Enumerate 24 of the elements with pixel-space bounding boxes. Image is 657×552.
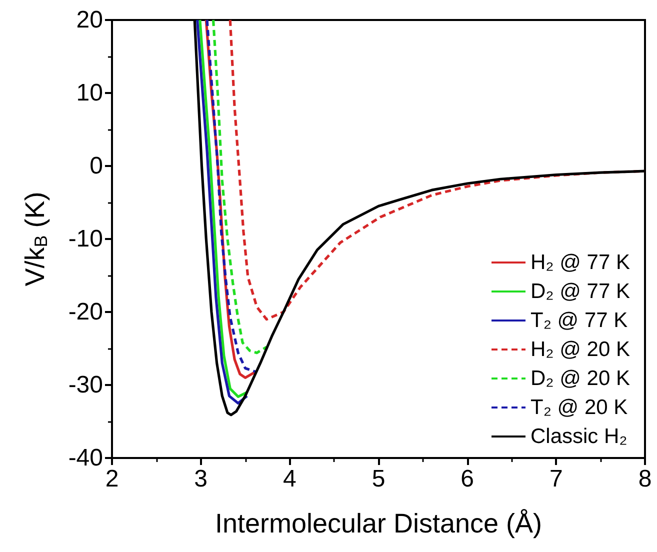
- y-axis-title: V/kB (K): [20, 192, 51, 286]
- x-tick-label: 2: [105, 466, 119, 492]
- y-tick-label: 0: [90, 152, 103, 180]
- legend-label: D₂ @ 20 K: [530, 367, 630, 390]
- x-axis-title: Intermolecular Distance (Å): [214, 508, 542, 538]
- x-tick-label: 7: [549, 466, 563, 492]
- x-tick-label: 6: [460, 466, 474, 492]
- y-tick-label: 10: [76, 80, 103, 106]
- x-tick-label: 4: [282, 466, 296, 492]
- x-tick-label: 3: [194, 466, 208, 492]
- legend-label: T₂ @ 77 K: [530, 309, 628, 332]
- line-series: [212, 18, 268, 354]
- x-tick-label: 5: [372, 466, 386, 492]
- y-tick-label: 20: [76, 6, 103, 34]
- y-tick-label: -40: [68, 444, 103, 472]
- legend-label: T₂ @ 20 K: [530, 396, 628, 419]
- legend-label: Classic H₂: [530, 425, 628, 448]
- y-tick-label: -10: [68, 226, 103, 252]
- legend-label: H₂ @ 77 K: [530, 251, 630, 274]
- y-tick-label: -20: [68, 298, 103, 326]
- y-tick-label: -30: [68, 372, 103, 398]
- legend-label: H₂ @ 20 K: [530, 338, 630, 361]
- legend-label: D₂ @ 77 K: [530, 280, 630, 303]
- x-tick-label: 8: [638, 466, 652, 492]
